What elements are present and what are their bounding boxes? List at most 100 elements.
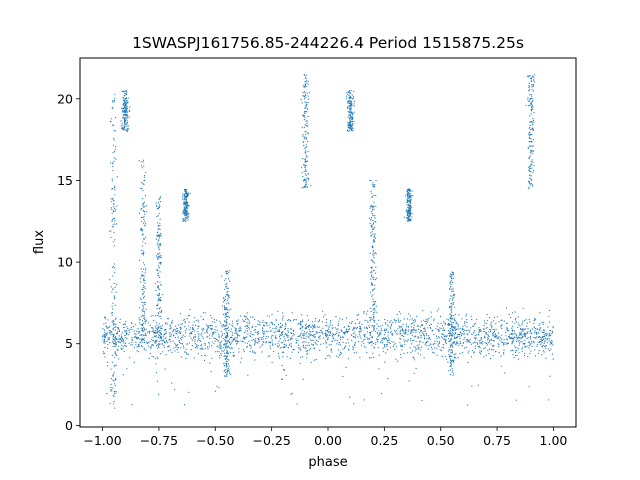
data-point <box>452 302 454 304</box>
data-point <box>115 332 118 335</box>
data-point <box>347 342 349 344</box>
data-point <box>167 318 170 320</box>
data-point <box>320 331 322 334</box>
data-point <box>497 343 499 345</box>
data-point <box>210 328 212 330</box>
data-point <box>226 343 228 345</box>
data-point <box>485 332 487 334</box>
data-point <box>144 334 146 336</box>
data-point <box>316 344 318 346</box>
data-point <box>532 117 534 119</box>
data-point <box>458 314 460 316</box>
data-point <box>490 338 492 340</box>
data-point <box>528 158 530 160</box>
data-point <box>515 349 517 352</box>
data-point <box>415 331 417 333</box>
data-point <box>411 190 413 192</box>
data-point <box>269 327 271 329</box>
data-point <box>451 326 453 328</box>
data-point <box>197 333 199 335</box>
data-point <box>465 315 467 317</box>
data-point <box>341 352 343 354</box>
data-point <box>183 206 185 208</box>
data-point <box>236 332 238 334</box>
data-point <box>325 330 327 332</box>
data-point <box>318 326 320 328</box>
data-point <box>410 199 412 201</box>
data-point <box>409 201 411 203</box>
data-point <box>278 323 280 325</box>
data-point <box>112 340 114 342</box>
data-point <box>218 336 220 338</box>
data-point <box>423 334 425 336</box>
data-point <box>386 348 389 351</box>
data-point <box>216 345 218 347</box>
data-point <box>371 210 373 212</box>
data-point <box>518 352 520 354</box>
data-point <box>227 291 229 293</box>
data-point <box>247 324 249 326</box>
data-point <box>312 330 314 332</box>
data-point <box>543 334 545 336</box>
data-point <box>440 322 442 324</box>
x-tick-label: 0.50 <box>427 433 455 448</box>
data-point <box>291 351 293 353</box>
data-point <box>160 318 162 320</box>
data-point <box>522 320 524 322</box>
data-point <box>519 333 522 335</box>
data-point <box>235 339 237 341</box>
data-point <box>186 211 188 213</box>
data-point <box>438 345 440 347</box>
data-point <box>129 328 131 330</box>
data-point <box>533 170 535 172</box>
data-point <box>314 318 317 320</box>
data-point <box>411 329 413 332</box>
data-point <box>105 335 107 337</box>
data-point <box>310 339 312 342</box>
data-point <box>125 113 127 115</box>
data-point <box>320 329 322 332</box>
data-point <box>487 338 489 340</box>
data-point <box>111 314 113 316</box>
data-point <box>386 344 388 346</box>
data-point <box>321 321 323 323</box>
data-point <box>330 322 332 324</box>
data-point <box>113 339 115 341</box>
data-point <box>283 335 285 337</box>
data-point <box>416 344 418 347</box>
data-point <box>188 325 190 327</box>
data-point <box>148 332 150 334</box>
data-point <box>445 339 447 341</box>
data-point <box>143 295 145 297</box>
data-point <box>158 343 160 345</box>
data-point <box>437 328 439 330</box>
data-point <box>292 335 294 337</box>
data-point <box>119 342 121 344</box>
data-point <box>517 322 519 324</box>
data-point <box>308 349 311 351</box>
data-point <box>306 335 308 337</box>
data-point <box>175 344 177 346</box>
data-point <box>314 326 316 328</box>
data-point <box>371 226 373 228</box>
data-point <box>542 344 545 346</box>
data-point <box>329 326 331 328</box>
data-point <box>548 334 551 337</box>
data-point <box>393 341 395 343</box>
data-point <box>216 329 218 331</box>
data-point <box>395 343 397 345</box>
data-point <box>289 343 291 345</box>
data-point <box>480 353 482 355</box>
data-point <box>449 355 452 357</box>
x-tick-label: 0.25 <box>370 433 398 448</box>
data-point <box>270 347 272 349</box>
data-point <box>158 198 160 200</box>
data-point <box>263 335 265 337</box>
data-point <box>501 328 503 330</box>
data-point <box>201 343 203 345</box>
data-point <box>536 333 538 335</box>
data-point <box>124 114 127 116</box>
data-point <box>286 356 288 358</box>
data-point <box>306 122 308 124</box>
data-point <box>113 206 115 208</box>
